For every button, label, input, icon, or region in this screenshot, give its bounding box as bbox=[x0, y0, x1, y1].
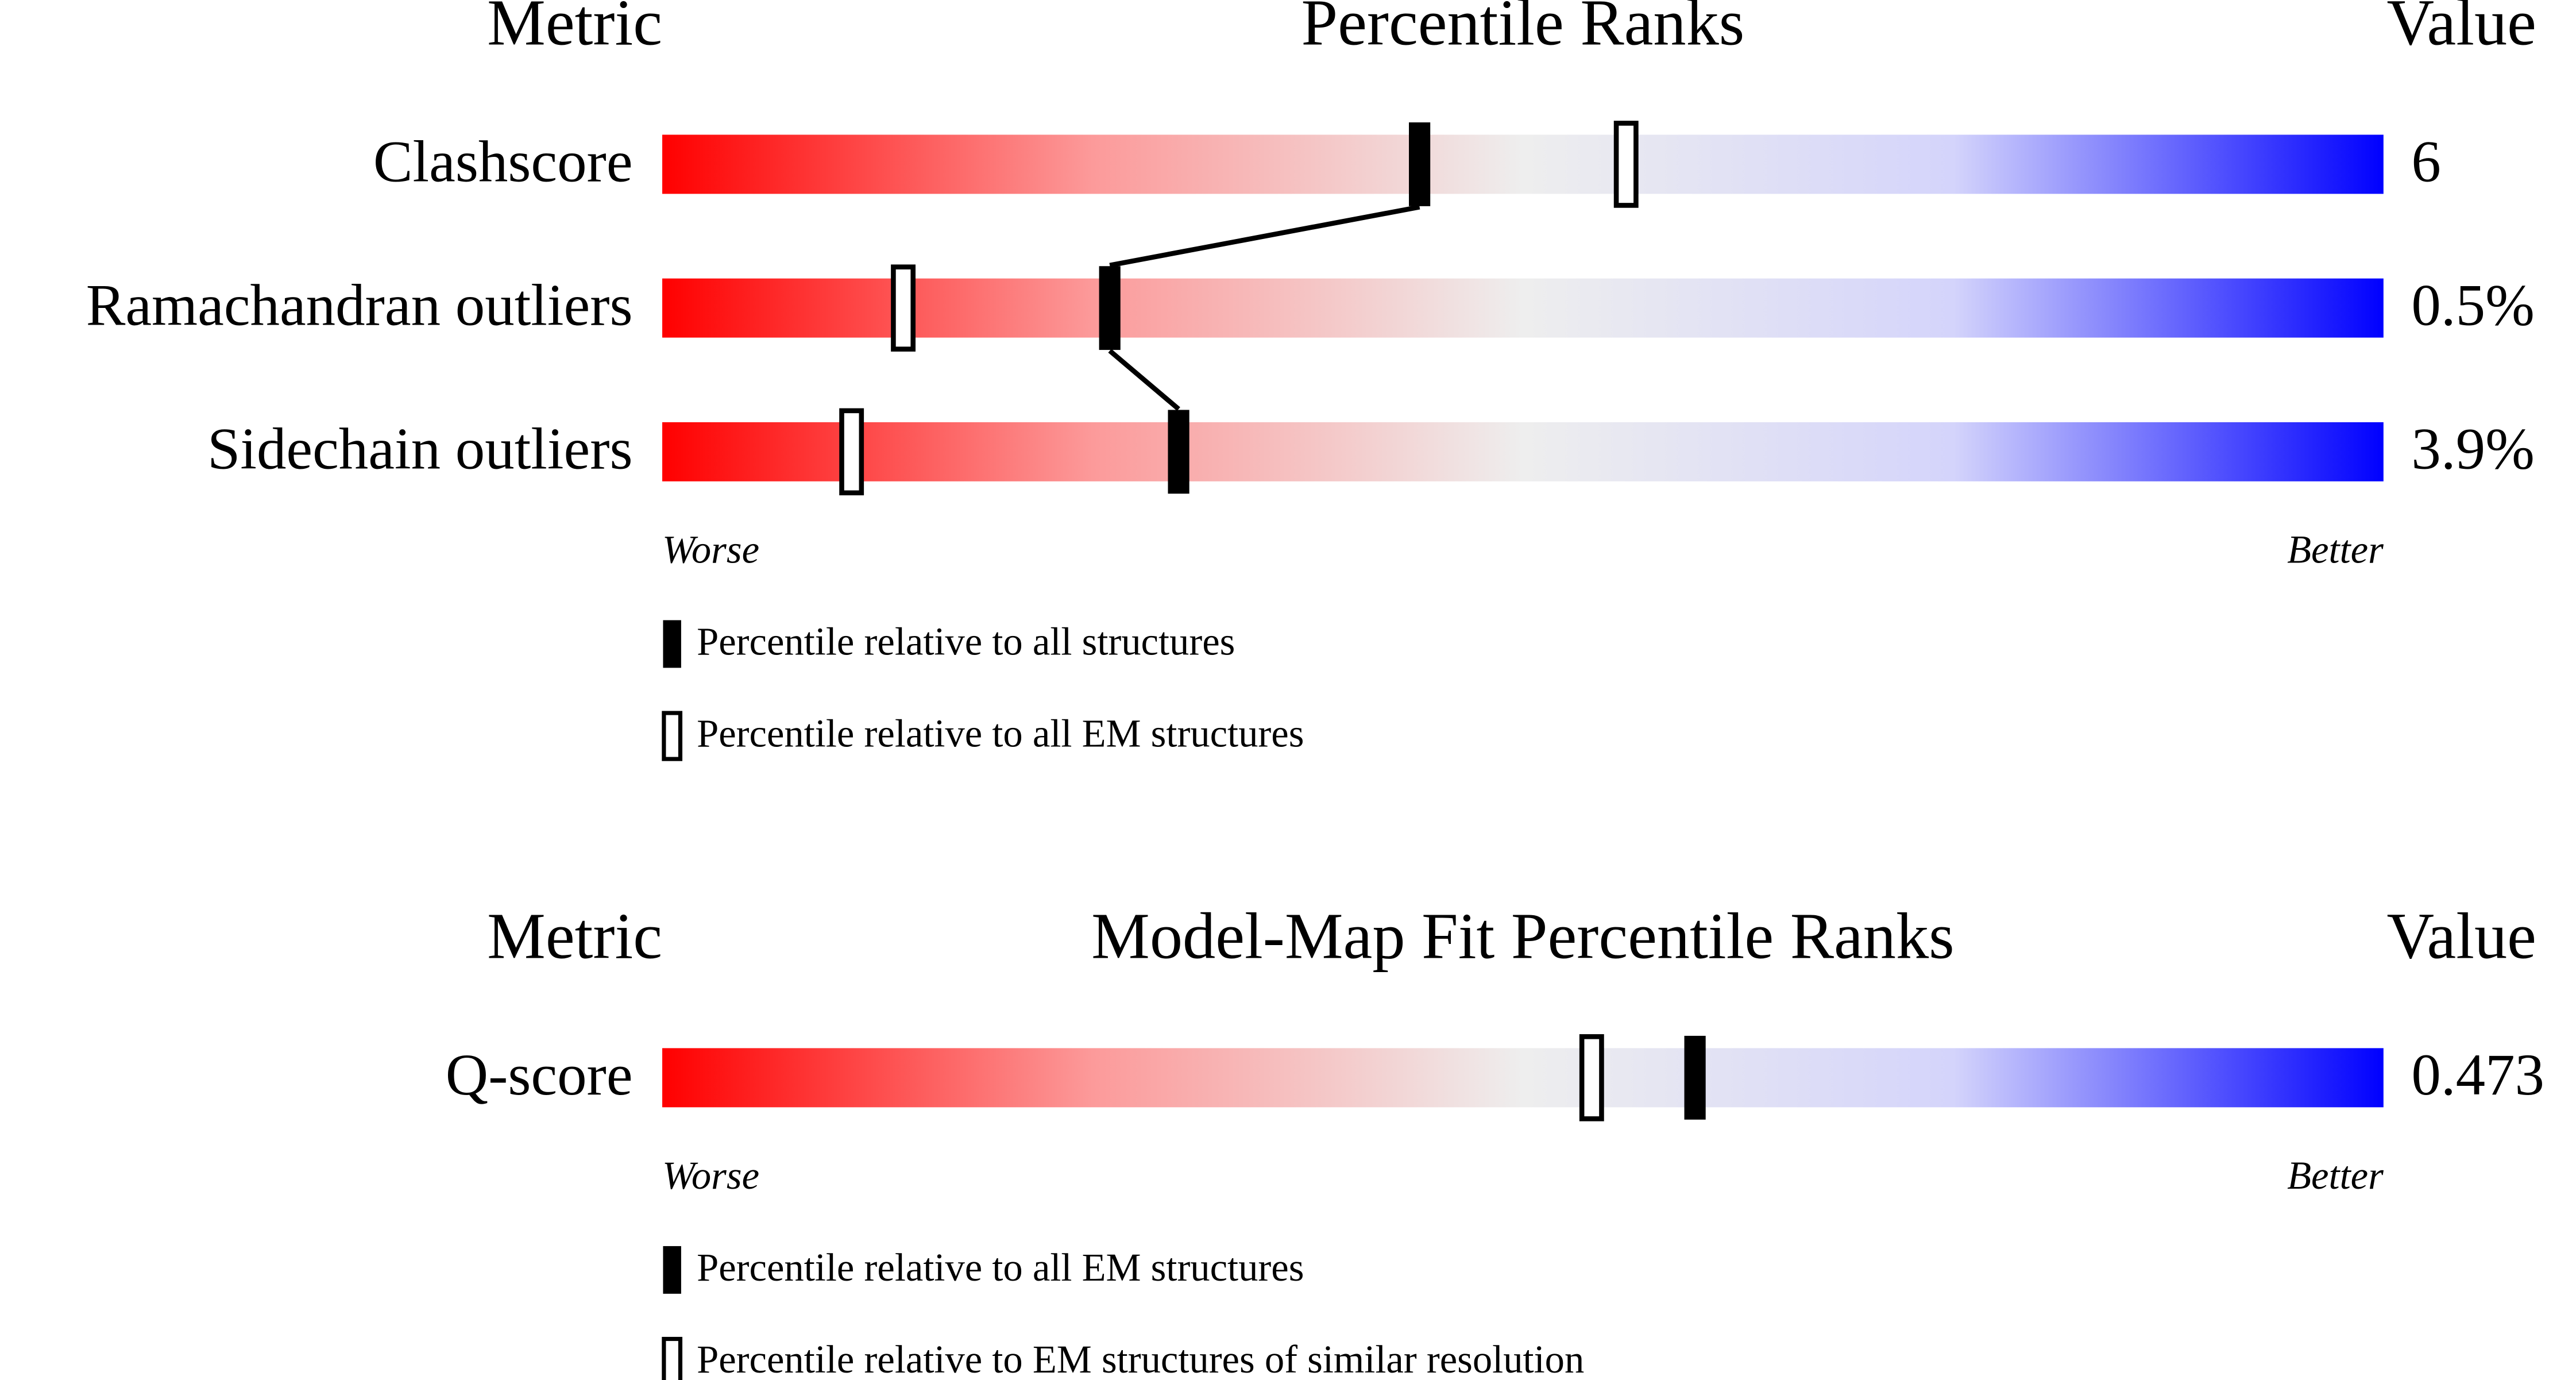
slider-bar bbox=[662, 134, 2384, 194]
slider-bar bbox=[662, 1048, 2384, 1108]
legend-swatch bbox=[663, 620, 681, 668]
header-value: Value bbox=[2387, 900, 2536, 973]
legend-label: Percentile relative to all EM structures bbox=[697, 1246, 1304, 1289]
x-label-better: Better bbox=[2287, 527, 2384, 571]
x-label-better: Better bbox=[2287, 1154, 2384, 1197]
metric-label: Sidechain outliers bbox=[207, 417, 632, 482]
slider-bar bbox=[662, 422, 2384, 481]
legend-swatch bbox=[662, 1336, 683, 1380]
metric-value: 0.5% bbox=[2411, 273, 2534, 338]
legend-label: Percentile relative to all structures bbox=[697, 620, 1235, 664]
connector bbox=[1108, 349, 1180, 411]
header-metric: Metric bbox=[487, 0, 662, 59]
chart-title: Percentile Ranks bbox=[1301, 0, 1745, 59]
marker-filled bbox=[1099, 266, 1121, 350]
header-metric: Metric bbox=[487, 900, 662, 973]
slider-bar bbox=[662, 278, 2384, 338]
metric-value: 0.473 bbox=[2411, 1042, 2544, 1108]
metric-label: Q-score bbox=[446, 1042, 633, 1108]
marker-open bbox=[839, 408, 864, 496]
x-label-worse: Worse bbox=[662, 527, 759, 571]
chart-title: Model-Map Fit Percentile Ranks bbox=[1091, 900, 1955, 973]
marker-open bbox=[1613, 121, 1639, 208]
marker-filled bbox=[1409, 122, 1431, 206]
header-value: Value bbox=[2387, 0, 2536, 59]
marker-filled bbox=[1168, 410, 1189, 494]
marker-open bbox=[891, 264, 916, 352]
x-label-worse: Worse bbox=[662, 1154, 759, 1197]
metric-value: 3.9% bbox=[2411, 417, 2534, 482]
legend-label: Percentile relative to EM structures of … bbox=[697, 1337, 1584, 1380]
marker-filled bbox=[1684, 1035, 1706, 1120]
metric-label: Ramachandran outliers bbox=[86, 273, 633, 338]
metric-label: Clashscore bbox=[373, 129, 633, 194]
marker-open bbox=[1579, 1034, 1604, 1121]
legend-label: Percentile relative to all EM structures bbox=[697, 712, 1304, 755]
legend-swatch bbox=[662, 711, 683, 761]
legend-swatch bbox=[663, 1246, 681, 1294]
metric-value: 6 bbox=[2411, 129, 2440, 194]
connector bbox=[1109, 205, 1420, 268]
